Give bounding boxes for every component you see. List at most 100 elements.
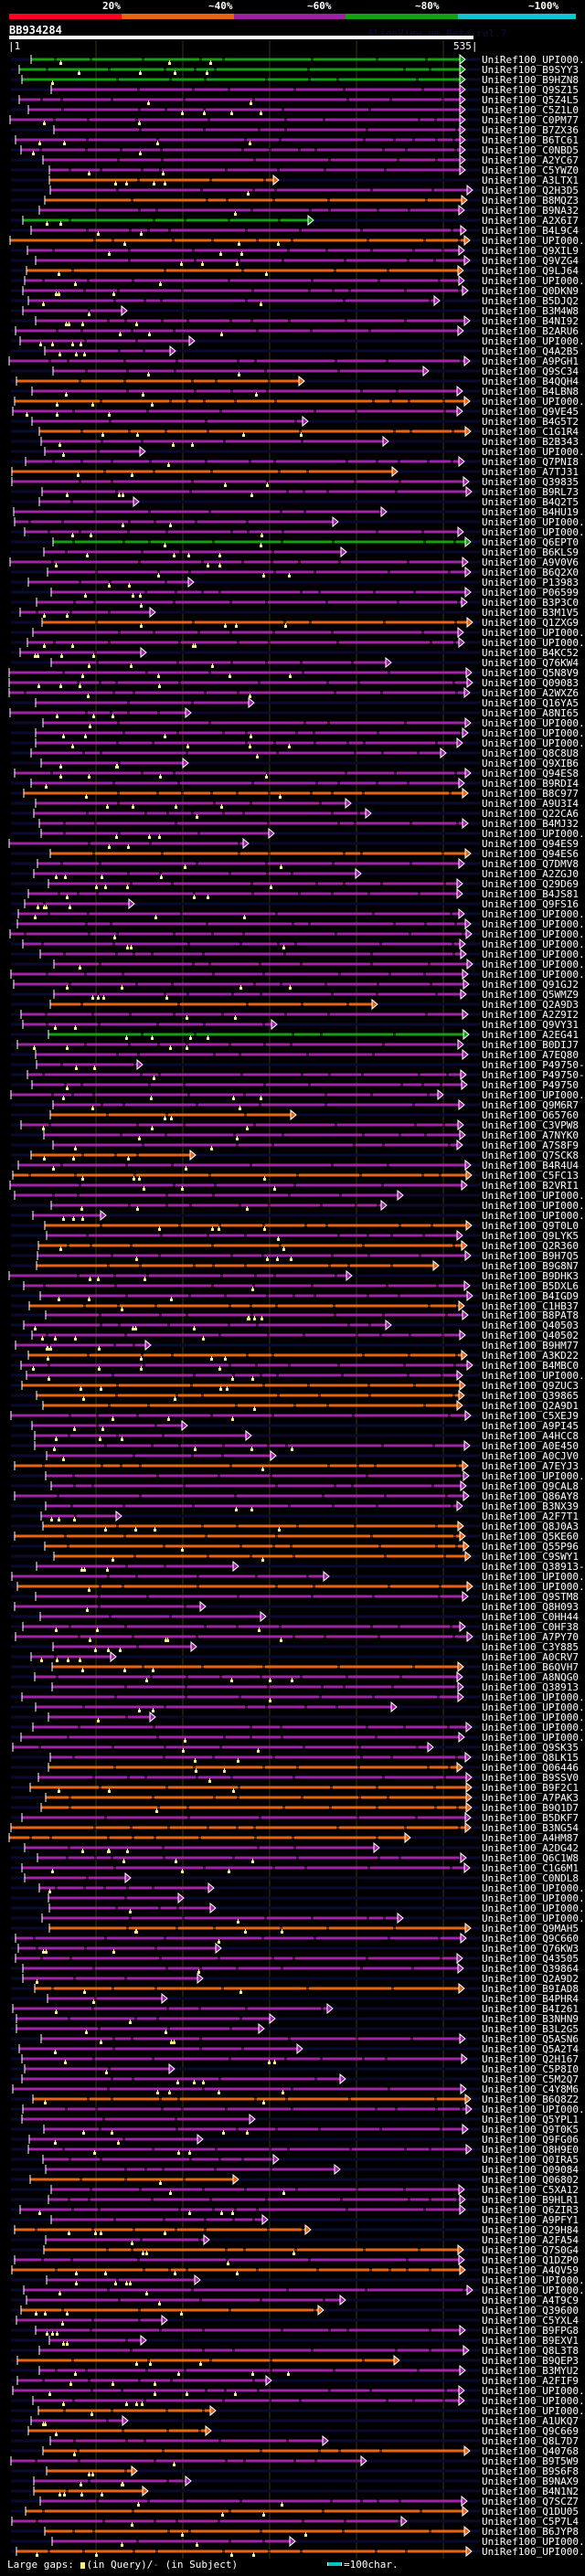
hit-end-arrow xyxy=(124,1871,132,1884)
query-gap-marker xyxy=(232,1790,235,1793)
query-gap-marker xyxy=(58,354,61,356)
query-gap-marker xyxy=(92,2001,95,2004)
hit-end-arrow xyxy=(459,938,466,950)
query-gap-marker xyxy=(265,273,268,276)
query-gap-marker xyxy=(280,1639,282,1642)
hit-end-arrow xyxy=(139,445,146,458)
query-gap-marker xyxy=(153,1077,155,1080)
query-gap-marker xyxy=(112,716,114,718)
hit-end-arrow xyxy=(290,1108,297,1121)
query-gap-marker xyxy=(45,786,48,789)
hit-end-arrow xyxy=(242,837,250,850)
query-gap-marker xyxy=(158,2303,161,2306)
hit-end-arrow xyxy=(464,1159,472,1171)
query-gap-marker xyxy=(83,354,86,356)
query-gap-marker xyxy=(218,1368,221,1371)
query-gap-marker xyxy=(58,2293,61,2295)
query-gap-marker xyxy=(66,1047,69,1050)
hit-end-arrow xyxy=(203,2233,210,2246)
query-gap-marker xyxy=(226,1388,229,1391)
hit-end-arrow xyxy=(458,2253,465,2266)
hit-end-arrow xyxy=(272,2153,280,2166)
query-gap-marker xyxy=(59,1248,62,1251)
query-gap-marker xyxy=(232,1097,235,1100)
hit-end-arrow xyxy=(371,998,378,1011)
hit-end-arrow xyxy=(458,1982,465,1995)
query-gap-marker xyxy=(125,2283,128,2285)
query-gap-marker xyxy=(108,1790,111,1793)
hit-end-arrow xyxy=(458,455,465,468)
hit-end-arrow xyxy=(339,2294,346,2306)
query-gap-marker xyxy=(100,2232,102,2235)
hit-end-arrow xyxy=(459,1620,466,1633)
hit-end-arrow xyxy=(459,143,466,156)
hit-end-arrow xyxy=(373,1841,380,1854)
query-gap-marker xyxy=(158,685,161,688)
query-gap-marker xyxy=(62,1218,65,1221)
query-gap-marker xyxy=(66,1087,69,1090)
hit-end-arrow xyxy=(456,1229,463,1242)
query-gap-marker xyxy=(121,987,123,990)
query-gap-marker xyxy=(206,72,208,75)
query-gap-marker xyxy=(63,143,66,145)
query-gap-marker xyxy=(122,494,124,497)
hit-end-arrow xyxy=(459,2032,466,2045)
query-gap-marker xyxy=(159,2182,162,2185)
hit-end-arrow xyxy=(464,917,472,930)
hit-end-arrow xyxy=(457,1691,464,1703)
hit-end-arrow xyxy=(133,495,140,508)
query-gap-marker xyxy=(132,595,134,598)
hit-end-arrow xyxy=(140,646,147,659)
hit-end-arrow xyxy=(440,747,447,759)
query-gap-marker xyxy=(230,112,233,115)
query-gap-marker xyxy=(135,1258,138,1261)
hit-end-arrow xyxy=(459,1530,466,1542)
query-gap-marker xyxy=(48,1378,50,1381)
hit-end-arrow xyxy=(209,1902,217,1914)
query-gap-marker xyxy=(263,1228,266,1231)
hit-end-arrow xyxy=(466,1630,473,1643)
query-gap-marker xyxy=(193,2082,196,2084)
query-gap-marker xyxy=(282,947,285,949)
query-gap-marker xyxy=(207,565,209,567)
legend-segment xyxy=(346,14,460,19)
hit-end-arrow xyxy=(462,726,469,739)
hit-end-arrow xyxy=(456,1369,463,1382)
query-gap-marker xyxy=(152,1710,154,1712)
query-gap-marker xyxy=(44,2102,47,2104)
hit-end-arrow xyxy=(459,154,466,166)
query-gap-marker xyxy=(250,494,253,497)
hit-end-arrow xyxy=(110,1650,117,1663)
hit-end-arrow xyxy=(457,1118,464,1131)
hit-end-arrow xyxy=(458,1731,465,1744)
query-gap-marker xyxy=(54,2142,57,2145)
hit-end-arrow xyxy=(466,2284,473,2296)
hit-end-arrow xyxy=(464,535,472,548)
query-gap-marker xyxy=(139,595,142,598)
hit-end-arrow xyxy=(456,385,463,398)
query-gap-marker xyxy=(59,766,62,769)
hit-end-arrow xyxy=(457,626,464,639)
query-gap-marker xyxy=(75,2283,78,2285)
query-gap-marker xyxy=(43,906,46,909)
query-gap-marker xyxy=(247,1318,250,1320)
hit-end-arrow xyxy=(456,1952,463,1965)
query-gap-marker xyxy=(244,1931,247,1934)
hit-end-arrow xyxy=(464,1409,472,1422)
query-gap-marker xyxy=(44,2313,47,2316)
hit-end-arrow xyxy=(463,1439,471,1452)
hit-end-arrow xyxy=(326,2002,334,2015)
hit-end-arrow xyxy=(457,1520,464,1532)
query-gap-marker xyxy=(261,535,263,537)
query-gap-marker xyxy=(250,102,252,105)
query-gap-marker xyxy=(165,1639,167,1642)
query-gap-marker xyxy=(34,655,37,658)
query-gap-marker xyxy=(81,1178,84,1181)
query-gap-marker xyxy=(222,2132,225,2135)
query-gap-marker xyxy=(121,1438,123,1441)
query-gap-marker xyxy=(66,2313,69,2316)
query-gap-marker xyxy=(48,1891,51,1893)
query-gap-marker xyxy=(140,625,143,628)
query-gap-marker xyxy=(194,645,197,648)
hit-end-arrow xyxy=(197,2133,204,2146)
